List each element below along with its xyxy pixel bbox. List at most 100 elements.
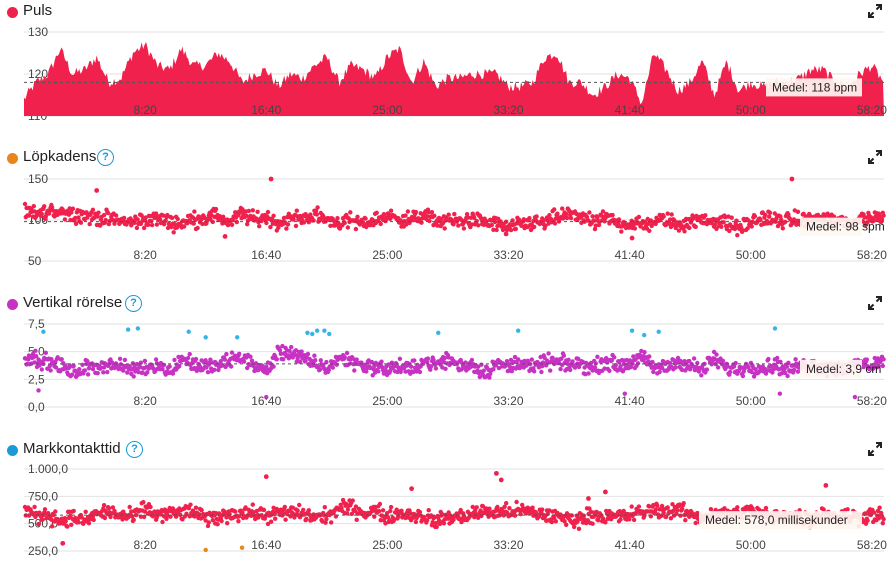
data-point — [795, 209, 801, 214]
data-point — [49, 524, 55, 529]
data-point — [653, 507, 658, 512]
data-point — [291, 217, 296, 222]
data-point — [553, 519, 558, 524]
data-point — [403, 369, 408, 374]
data-point — [55, 355, 60, 360]
x-tick-label: 41:40 — [615, 538, 645, 552]
data-point — [758, 217, 763, 223]
help-icon[interactable]: ? — [97, 149, 114, 166]
data-point — [693, 224, 698, 229]
data-point — [720, 358, 726, 363]
data-point — [595, 354, 600, 359]
data-point — [264, 364, 269, 369]
data-point — [763, 212, 768, 218]
data-point — [763, 505, 769, 511]
data-point — [253, 361, 259, 366]
data-point — [101, 370, 106, 375]
ground-contact-dot-icon — [7, 445, 18, 456]
data-point — [865, 518, 870, 523]
data-point — [105, 369, 110, 375]
data-point — [293, 348, 299, 353]
data-point — [687, 358, 692, 364]
data-point — [285, 222, 291, 227]
data-point — [785, 373, 790, 379]
data-point — [764, 368, 769, 373]
data-point — [501, 513, 506, 518]
data-point — [461, 226, 467, 231]
data-point — [659, 503, 665, 509]
heart-rate-panel: Puls 1301201108:2016:4025:0033:2041:4050… — [0, 0, 888, 124]
data-point — [86, 366, 92, 371]
data-point — [213, 206, 219, 212]
data-point — [778, 359, 783, 364]
help-icon[interactable]: ? — [126, 441, 143, 458]
expand-icon[interactable] — [868, 150, 882, 164]
outlier-point — [327, 331, 332, 337]
data-point — [193, 505, 199, 510]
data-point — [478, 508, 483, 513]
data-point — [205, 370, 211, 375]
data-point — [547, 213, 552, 218]
data-point — [85, 372, 91, 377]
ground-contact-header: Markkontakttid ? — [0, 438, 888, 462]
y-tick-label: 150 — [28, 172, 48, 186]
data-point — [568, 215, 574, 221]
data-point — [459, 519, 464, 525]
data-point — [576, 356, 581, 361]
data-point — [33, 348, 38, 353]
data-point — [312, 353, 317, 358]
y-tick-label: 7,5 — [28, 317, 45, 331]
data-point — [548, 368, 553, 373]
data-point — [708, 507, 714, 512]
data-point — [436, 518, 442, 523]
expand-icon[interactable] — [868, 4, 882, 18]
data-point — [667, 360, 673, 366]
data-point — [566, 357, 571, 362]
data-point — [46, 511, 51, 516]
outlier-point — [409, 486, 415, 492]
data-point — [783, 219, 788, 225]
data-point — [629, 504, 634, 509]
data-point — [169, 224, 174, 230]
data-point — [880, 521, 885, 526]
data-point — [647, 354, 652, 359]
data-point — [879, 217, 885, 222]
outlier-point — [777, 391, 783, 396]
help-icon[interactable]: ? — [125, 295, 142, 312]
data-point — [845, 507, 850, 512]
data-point — [167, 364, 172, 369]
average-label-box — [800, 217, 862, 236]
expand-icon[interactable] — [868, 442, 882, 456]
data-point — [668, 516, 674, 521]
data-point — [676, 228, 682, 233]
data-point — [518, 511, 523, 517]
data-point — [80, 362, 85, 367]
data-point — [703, 213, 708, 218]
data-point — [514, 221, 519, 226]
data-point — [212, 367, 217, 372]
data-point — [26, 213, 32, 218]
data-point — [783, 370, 788, 376]
vertical-oscillation-header: Vertikal rörelse ? — [0, 292, 888, 316]
data-point — [330, 365, 335, 370]
data-point — [775, 223, 781, 229]
data-point — [685, 364, 690, 369]
data-point — [364, 369, 369, 374]
data-point — [679, 506, 685, 512]
data-point — [153, 211, 159, 216]
data-point — [317, 367, 323, 372]
data-point — [280, 343, 285, 349]
data-point — [122, 357, 128, 363]
data-point — [793, 357, 798, 362]
data-point — [95, 371, 100, 376]
data-point — [632, 226, 638, 231]
data-point — [36, 521, 41, 527]
x-tick-label: 16:40 — [251, 538, 281, 552]
x-tick-label: 25:00 — [372, 538, 402, 552]
data-point — [504, 501, 509, 506]
x-tick-label: 25:00 — [372, 248, 402, 262]
data-point — [208, 357, 213, 362]
data-point — [408, 364, 414, 369]
expand-icon[interactable] — [868, 296, 882, 310]
data-point — [243, 505, 248, 510]
